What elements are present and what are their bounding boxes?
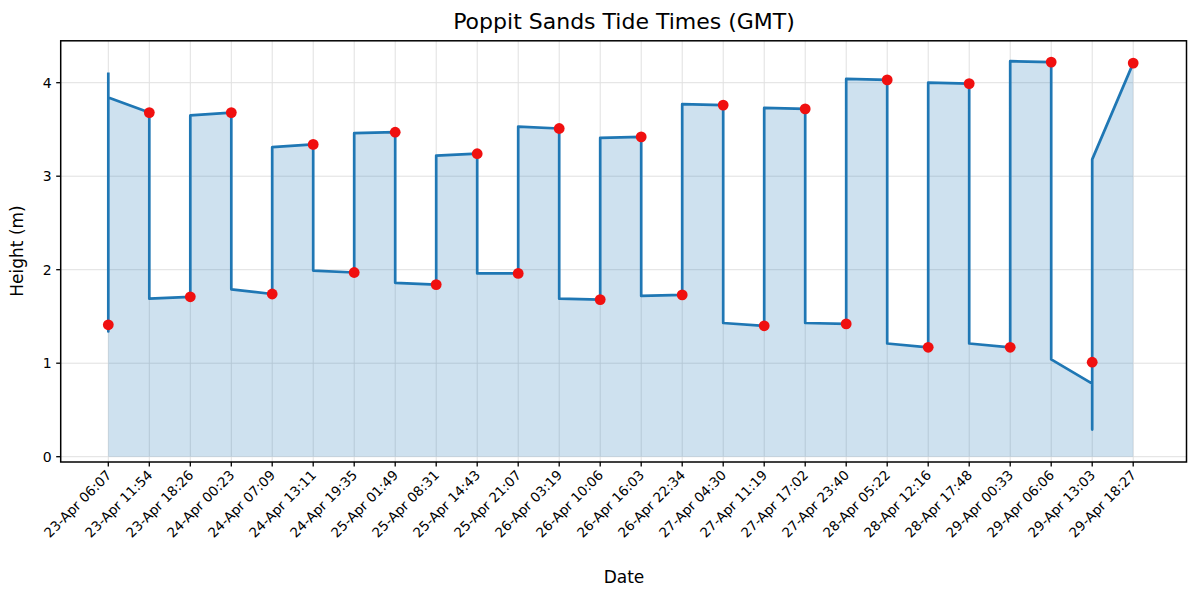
tide-extreme-marker xyxy=(308,139,319,150)
tide-extreme-marker xyxy=(513,268,524,279)
tide-extreme-marker xyxy=(390,127,401,138)
tide-chart-canvas: 23-Apr 06:0723-Apr 11:5423-Apr 18:2624-A… xyxy=(0,0,1200,600)
y-tick-label: 2 xyxy=(43,262,52,278)
tide-extreme-marker xyxy=(636,132,647,143)
y-tick-label: 3 xyxy=(43,168,52,184)
tide-extreme-marker xyxy=(144,107,155,118)
tide-extreme-marker xyxy=(882,75,893,86)
tide-extreme-marker xyxy=(595,294,606,305)
tide-extreme-marker xyxy=(841,319,852,330)
x-axis-label: Date xyxy=(61,567,1187,587)
tide-extreme-marker xyxy=(1128,58,1139,69)
tide-extreme-marker xyxy=(267,289,278,300)
tide-extreme-marker xyxy=(923,342,934,353)
tide-extreme-marker xyxy=(554,123,565,134)
tide-chart-figure: 23-Apr 06:0723-Apr 11:5423-Apr 18:2624-A… xyxy=(0,0,1200,600)
tide-extreme-marker xyxy=(103,319,114,330)
tide-extreme-marker xyxy=(718,100,729,111)
chart-title: Poppit Sands Tide Times (GMT) xyxy=(61,9,1187,34)
tide-extreme-marker xyxy=(1046,57,1057,68)
tide-extreme-marker xyxy=(472,148,483,159)
tide-extreme-marker xyxy=(226,107,237,118)
tide-extreme-marker xyxy=(759,320,770,331)
tide-extreme-marker xyxy=(431,279,442,290)
tide-extreme-marker xyxy=(800,104,811,115)
tide-extreme-marker xyxy=(1005,342,1016,353)
tide-area-fill xyxy=(108,61,1133,457)
y-tick-label: 4 xyxy=(43,75,52,91)
tide-extreme-marker xyxy=(964,78,975,89)
tide-extreme-marker xyxy=(185,291,196,302)
tide-extreme-marker xyxy=(677,290,688,301)
tide-extreme-marker xyxy=(1087,357,1098,368)
y-axis-label: Height (m) xyxy=(7,205,27,296)
y-tick-label: 0 xyxy=(43,449,52,465)
y-tick-label: 1 xyxy=(43,355,52,371)
tide-extreme-marker xyxy=(349,267,360,278)
